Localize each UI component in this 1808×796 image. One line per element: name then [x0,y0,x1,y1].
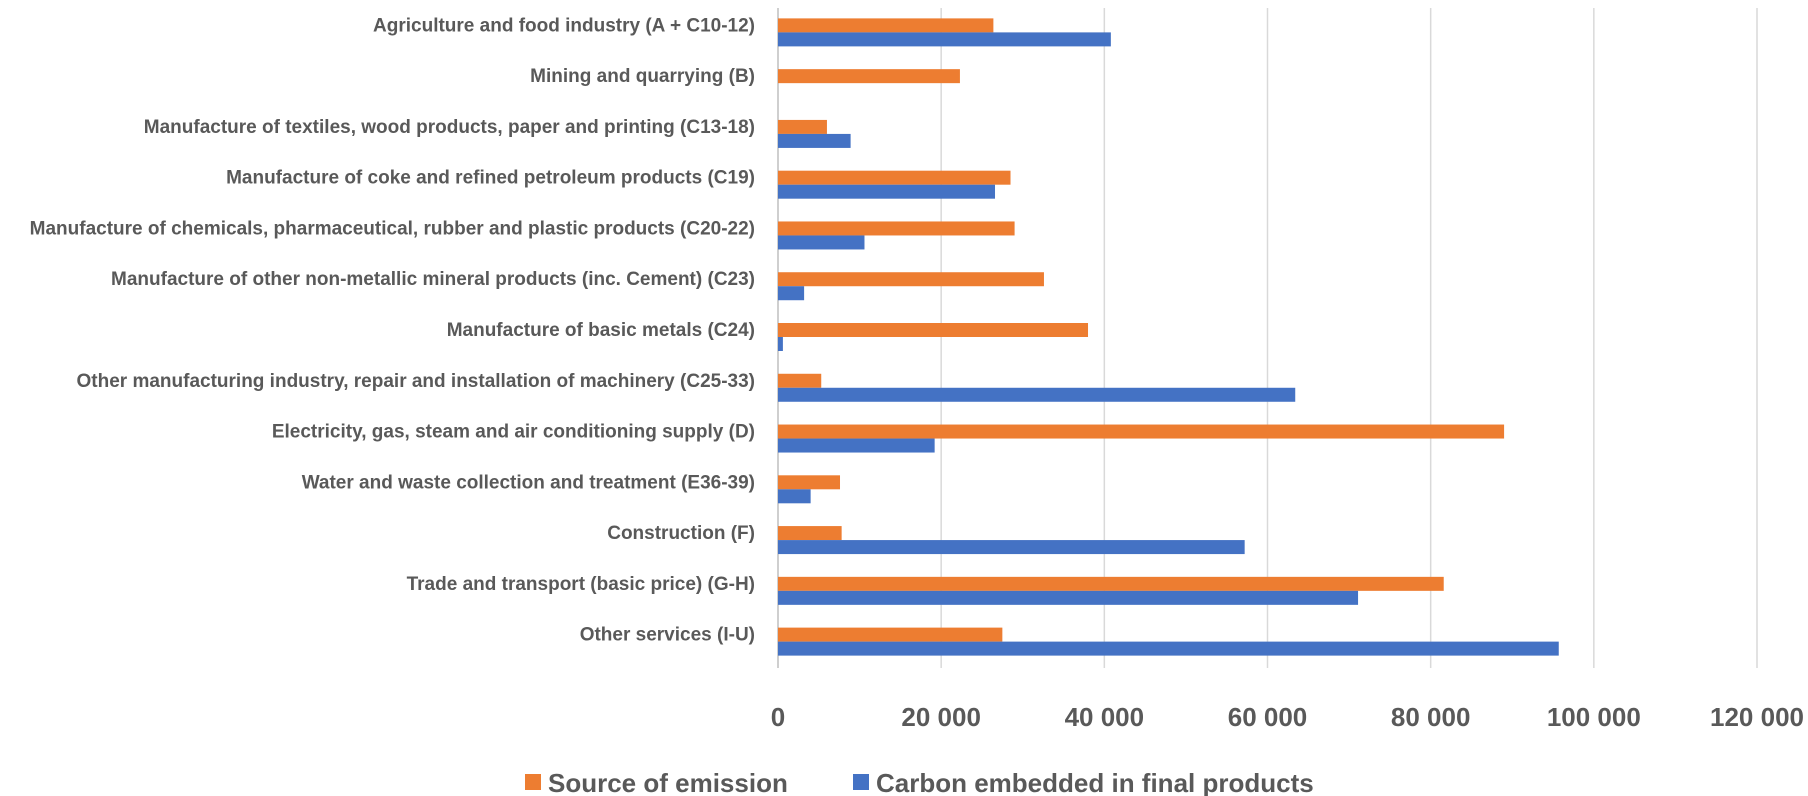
category-label: Manufacture of textiles, wood products, … [144,117,755,138]
bar-source-of-emission [778,475,841,490]
category-label: Other manufacturing industry, repair and… [77,371,756,392]
legend-swatch-source [525,774,541,790]
x-tick-label: 0 [771,702,785,732]
x-tick-label: 20 000 [901,702,981,732]
x-axis-tick-labels: 0 20 000 40 000 60 000 80 000 100 000 120 000 [771,702,1804,732]
bar-source-of-emission [778,119,827,134]
bar-carbon-embedded [778,337,783,351]
legend-label-carbon: Carbon embedded in final products [876,768,1314,796]
gridlines [777,8,1758,668]
bar-source-of-emission [778,18,994,33]
category-label: Electricity, gas, steam and air conditio… [272,422,755,443]
bar-source-of-emission [778,373,822,388]
bar-carbon-embedded [778,32,1111,47]
category-label: Agriculture and food industry (A + C10-1… [373,15,755,36]
bar-carbon-embedded [778,489,811,504]
bar-source-of-emission [778,323,1089,337]
x-tick-label: 120 000 [1710,702,1804,732]
category-label: Trade and transport (basic price) (G-H) [407,574,755,595]
bar-source-of-emission [778,272,1044,287]
x-tick-label: 40 000 [1065,702,1145,732]
bar-carbon-embedded [778,540,1245,555]
category-label: Manufacture of chemicals, pharmaceutical… [30,218,755,239]
category-label: Construction (F) [607,523,755,544]
bar-carbon-embedded [778,133,851,148]
category-label: Manufacture of basic metals (C24) [447,320,755,341]
bar-source-of-emission [778,221,1015,236]
bars [778,18,1559,656]
legend-swatch-carbon [853,774,869,790]
bar-carbon-embedded [778,235,865,250]
legend[interactable]: Source of emission Carbon embedded in fi… [525,768,1314,796]
category-label: Mining and quarrying (B) [530,66,755,87]
x-tick-label: 60 000 [1228,702,1308,732]
category-label: Manufacture of coke and refined petroleu… [226,168,755,189]
bar-carbon-embedded [778,184,996,199]
bar-carbon-embedded [778,286,805,301]
category-label: Other services (I-U) [580,625,755,646]
bar-source-of-emission [778,69,960,84]
bar-carbon-embedded [778,438,935,453]
bar-carbon-embedded [778,590,1359,605]
category-labels: Agriculture and food industry (A + C10-1… [30,15,755,645]
category-label: Water and waste collection and treatment… [302,472,755,493]
bar-source-of-emission [778,576,1444,591]
bar-source-of-emission [778,526,842,541]
legend-label-source: Source of emission [548,768,788,796]
x-tick-label: 100 000 [1547,702,1641,732]
bar-carbon-embedded [778,387,1296,402]
x-tick-label: 80 000 [1391,702,1471,732]
bar-carbon-embedded [778,641,1559,656]
bar-source-of-emission [778,424,1505,439]
bar-source-of-emission [778,627,1003,642]
bar-source-of-emission [778,170,1011,185]
category-label: Manufacture of other non-metallic minera… [111,269,755,290]
